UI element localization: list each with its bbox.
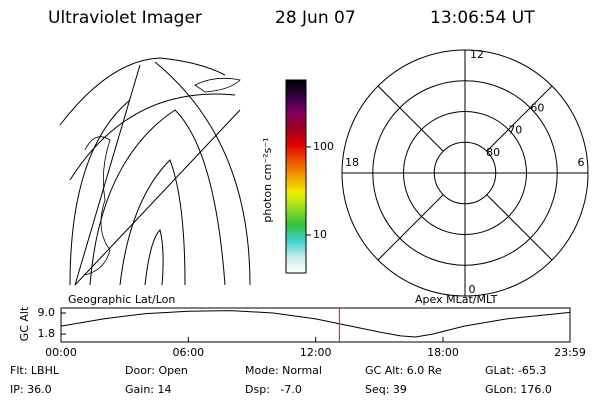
- polar-diagonal: [377, 194, 444, 261]
- y-tick-label: 1.8: [38, 327, 56, 340]
- mlt-label: 18: [345, 156, 359, 169]
- map-arc: [119, 159, 186, 286]
- coastline: [84, 136, 111, 276]
- polar-diagonal: [377, 85, 444, 152]
- colorbar-tick-label: 10: [313, 228, 327, 241]
- mlt-label: 12: [470, 48, 484, 61]
- map-line: [74, 109, 241, 286]
- coastline: [194, 77, 241, 93]
- orbit-frame: [60, 307, 571, 343]
- y-tick-label: 9.0: [38, 306, 56, 319]
- x-tick-label: 18:00: [427, 346, 459, 359]
- mlt-label: 6: [578, 156, 585, 169]
- polar-diagonal: [486, 194, 553, 261]
- lat-label: 70: [508, 124, 522, 137]
- title: Ultraviolet Imager: [48, 8, 202, 28]
- map-arc: [69, 93, 236, 181]
- map-line: [74, 64, 141, 286]
- colorbar-tick-label: 100: [313, 140, 334, 153]
- info-field: Mode: Normal: [245, 364, 322, 377]
- colorbar: [285, 79, 307, 274]
- date: 28 Jun 07: [275, 8, 356, 28]
- info-field: GLon: 176.0: [485, 383, 552, 396]
- map-arc: [69, 99, 131, 286]
- info-field: Dsp: -7.0: [245, 383, 302, 396]
- info-field: Flt: LBHL: [10, 364, 60, 377]
- map-title: Geographic Lat/Lon: [68, 293, 175, 306]
- info-field: Door: Open: [125, 364, 188, 377]
- lat-label: 80: [486, 146, 500, 159]
- map-arc: [144, 229, 164, 286]
- x-tick-label: 00:00: [45, 346, 77, 359]
- x-tick-label: 12:00: [300, 346, 332, 359]
- time: 13:06:54 UT: [430, 8, 535, 28]
- info-field: IP: 36.0: [10, 383, 52, 396]
- info-field: GLat: -65.3: [485, 364, 546, 377]
- info-field: Gain: 14: [125, 383, 172, 396]
- polar-diagonal: [486, 85, 553, 152]
- map-arc: [154, 61, 251, 286]
- colorbar-label: photon cm⁻²s⁻¹: [261, 137, 274, 222]
- orbit-line: [60, 310, 571, 338]
- mlt-label: 0: [469, 283, 476, 296]
- x-tick-label: 23:59: [554, 346, 586, 359]
- info-field: Seq: 39: [365, 383, 407, 396]
- lat-label: 60: [530, 102, 544, 115]
- polar-title: Apex MLat/MLT: [415, 293, 498, 306]
- info-field: GC Alt: 6.0 Re: [365, 364, 442, 377]
- map-arc: [89, 109, 226, 286]
- orbit-ylabel: GC Alt: [18, 306, 31, 341]
- geo-map: [59, 57, 251, 286]
- x-tick-label: 06:00: [172, 346, 204, 359]
- map-arc: [59, 57, 226, 126]
